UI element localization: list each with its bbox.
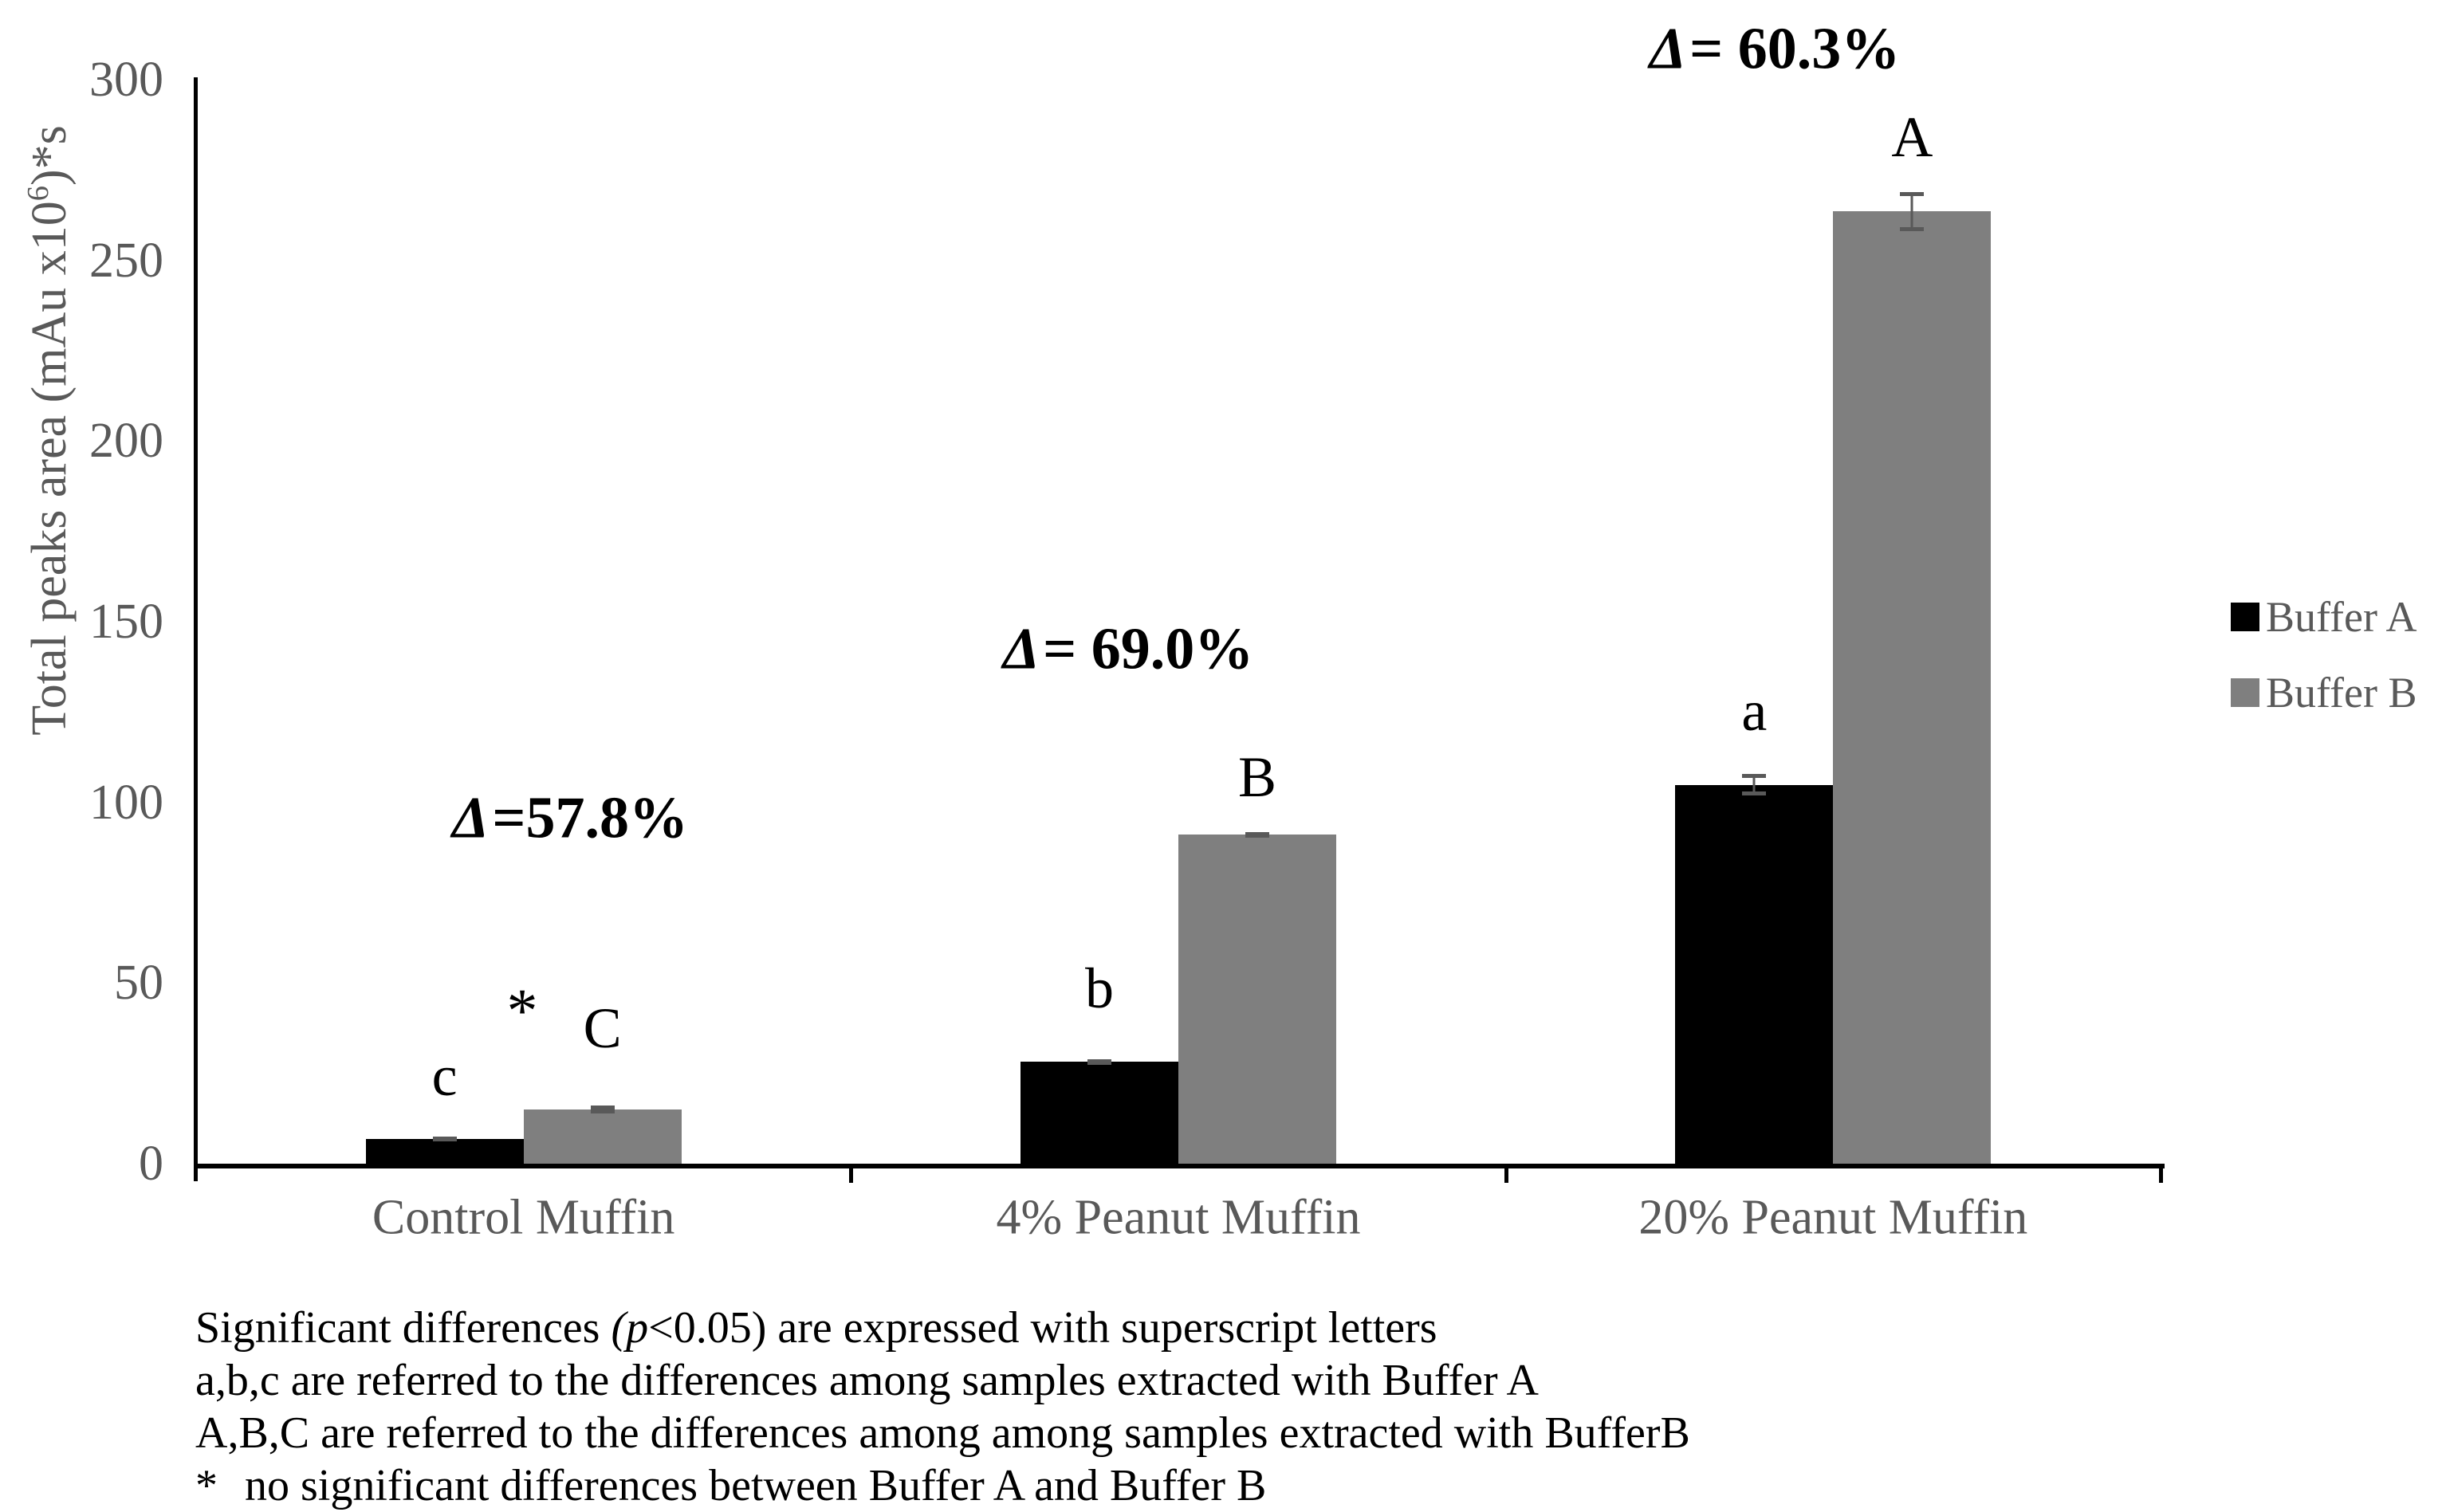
bar-buffer-b — [1178, 835, 1336, 1164]
error-bar — [1900, 191, 1925, 232]
footnote-text: A,B,C are referred to the differences am… — [195, 1408, 1690, 1458]
bar-buffer-b — [1833, 211, 1992, 1164]
footnote-block: Significant differences (p<0.05) are exp… — [195, 1302, 1690, 1512]
bar-buffer-a — [365, 1139, 524, 1164]
error-bar — [432, 1137, 457, 1141]
y-axis-tick-label: 100 — [89, 775, 163, 830]
x-axis-tick — [2159, 1164, 2163, 1183]
footnote-text: no significant differences between Buffe… — [245, 1461, 1267, 1510]
delta-annotation: Δ= 69.0% — [1003, 616, 1254, 684]
x-axis-tick — [849, 1164, 854, 1183]
significance-letter: c — [431, 1044, 458, 1108]
y-axis-tick-label: 250 — [89, 233, 163, 288]
x-axis-tick — [1504, 1164, 1508, 1183]
error-bar-bottom-cap — [432, 1137, 457, 1141]
error-bar — [590, 1106, 615, 1113]
legend-label: Buffer A — [2266, 593, 2417, 641]
significance-letter: A — [1891, 105, 1933, 169]
significance-letter: C — [583, 996, 622, 1060]
bar-buffer-a — [1675, 784, 1834, 1164]
x-axis-line — [194, 1164, 2165, 1168]
buffer-a-swatch — [2231, 603, 2259, 631]
y-axis-tick-label: 150 — [89, 595, 163, 649]
footnote-line-1: Significant differences (p<0.05) are exp… — [195, 1302, 1690, 1354]
footnote-line-2: a,b,c are referred to the differences am… — [195, 1354, 1690, 1407]
delta-value: = 60.3% — [1689, 16, 1901, 82]
footnote-line-4: * no significant differences between Buff… — [195, 1459, 1690, 1512]
y-axis-tick-label: 200 — [89, 414, 163, 469]
legend-item-buffer-b: Buffer B — [2231, 671, 2417, 714]
error-bar — [1087, 1058, 1111, 1065]
footnote-line-3: A,B,C are referred to the differences am… — [195, 1407, 1690, 1459]
error-bar-stem — [1752, 774, 1756, 796]
significance-letter: a — [1741, 679, 1768, 743]
error-bar — [1245, 831, 1269, 838]
y-axis-title-superscript: 6 — [22, 186, 56, 202]
buffer-b-swatch — [2231, 678, 2259, 707]
y-axis-tick-label: 0 — [139, 1137, 163, 1191]
error-bar-bottom-cap — [1245, 834, 1269, 838]
delta-value: =57.8% — [492, 785, 689, 851]
footnote-italic-p: (p — [611, 1303, 649, 1353]
category-label: 20% Peanut Muffin — [1638, 1190, 2028, 1245]
footnote-asterisk: * — [195, 1461, 218, 1510]
delta-symbol: Δ — [451, 785, 490, 851]
error-bar-stem — [1910, 191, 1913, 232]
bar-buffer-b — [523, 1109, 682, 1164]
footnote-text: a,b,c are referred to the differences am… — [195, 1356, 1539, 1405]
no-significance-asterisk: * — [506, 976, 538, 1045]
delta-value: = 69.0% — [1043, 616, 1254, 682]
legend-label: Buffer B — [2266, 669, 2417, 717]
error-bar-bottom-cap — [590, 1109, 615, 1113]
delta-symbol: Δ — [1002, 616, 1040, 682]
y-axis-tick-label: 300 — [89, 53, 163, 107]
footnote-text: Significant differences — [195, 1303, 612, 1353]
significance-letter: B — [1237, 745, 1277, 809]
significance-letter: b — [1085, 956, 1114, 1020]
y-axis-tick-label: 50 — [114, 956, 163, 1011]
error-bar-bottom-cap — [1900, 227, 1925, 232]
footnote-text: <0.05) are expressed with superscript le… — [648, 1303, 1437, 1353]
delta-symbol: Δ — [1649, 16, 1687, 82]
category-label: Control Muffin — [372, 1190, 675, 1245]
y-axis-title-suffix: )*s — [22, 125, 77, 187]
category-label: 4% Peanut Muffin — [996, 1190, 1361, 1245]
delta-annotation: Δ=57.8% — [452, 785, 688, 853]
error-bar-bottom-cap — [1087, 1060, 1111, 1065]
delta-annotation: Δ= 60.3% — [1650, 16, 1901, 84]
y-axis-line — [194, 77, 198, 1181]
legend-item-buffer-a: Buffer A — [2231, 595, 2417, 638]
error-bar — [1742, 774, 1767, 796]
bar-buffer-a — [1021, 1062, 1178, 1164]
error-bar-bottom-cap — [1742, 791, 1767, 796]
